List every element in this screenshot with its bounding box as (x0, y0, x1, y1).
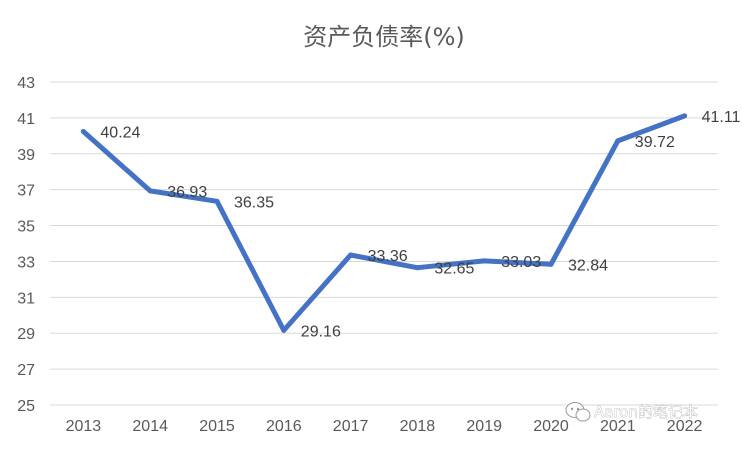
data-point (214, 198, 220, 204)
y-tick-label: 41 (17, 111, 35, 128)
series-debt-ratio (80, 113, 688, 333)
x-tick-label: 2022 (667, 418, 703, 435)
data-point (548, 261, 554, 267)
data-label: 39.72 (635, 134, 675, 151)
series-line (80, 113, 688, 333)
data-point (414, 265, 420, 271)
x-tick-label: 2014 (132, 418, 168, 435)
data-label: 36.93 (167, 184, 207, 201)
y-tick-label: 29 (17, 326, 35, 343)
gridlines (50, 81, 718, 406)
x-tick-label: 2020 (533, 418, 569, 435)
data-labels: 40.24 36.93 36.35 29.16 33.36 32.65 33.03 32.84… (100, 109, 740, 340)
y-tick-label: 31 (17, 290, 35, 307)
data-label: 33.36 (368, 248, 408, 265)
y-tick-label: 37 (17, 183, 35, 200)
x-tick-label: 2019 (466, 418, 502, 435)
data-label: 32.84 (568, 257, 608, 274)
y-axis-ticks: 25 27 29 31 33 35 37 39 41 43 (17, 75, 35, 415)
data-point (682, 113, 688, 119)
y-tick-label: 39 (17, 147, 35, 164)
data-label: 29.16 (301, 323, 341, 340)
x-axis-ticks: 2013 2014 2015 2016 2017 2018 2019 2020 2021 2022 (66, 418, 703, 435)
data-label: 41.11 (702, 109, 741, 126)
data-point (481, 258, 487, 264)
data-label: 33.03 (501, 254, 541, 271)
x-tick-label: 2015 (199, 418, 235, 435)
y-tick-label: 27 (17, 362, 35, 379)
chart-title: 资产负债率(%) (303, 23, 465, 51)
data-label: 32.65 (434, 261, 474, 278)
y-tick-label: 33 (17, 254, 35, 271)
x-tick-label: 2013 (66, 418, 102, 435)
y-tick-label: 35 (17, 219, 35, 236)
data-label: 36.35 (234, 194, 274, 211)
data-point (615, 138, 621, 144)
x-tick-label: 2021 (600, 418, 636, 435)
data-point (348, 252, 354, 258)
x-tick-label: 2018 (400, 418, 436, 435)
data-point (147, 188, 153, 194)
watermark-text: Aaron的笔记本 (594, 403, 698, 421)
wechat-icon (565, 402, 591, 422)
watermark: Aaron的笔记本 (565, 402, 698, 422)
x-tick-label: 2016 (266, 418, 302, 435)
data-label: 40.24 (100, 125, 140, 142)
y-tick-label: 25 (17, 398, 35, 415)
x-tick-label: 2017 (333, 418, 369, 435)
data-point (80, 129, 86, 135)
data-point (281, 327, 287, 333)
y-tick-label: 43 (17, 75, 35, 92)
